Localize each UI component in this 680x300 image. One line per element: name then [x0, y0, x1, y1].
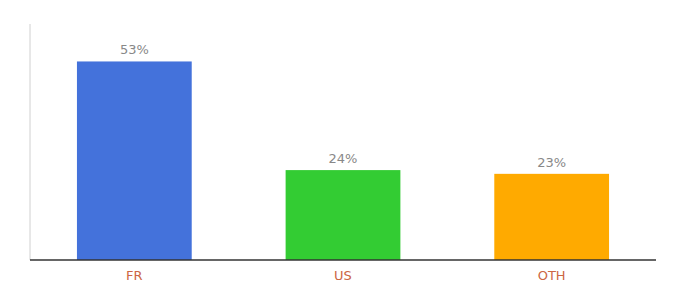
bar: [494, 174, 609, 260]
y-axis-line: [30, 24, 31, 260]
data-label: 53%: [120, 42, 149, 57]
chart-container: FR US OTH 53% 24% 23%: [0, 0, 680, 300]
page: {"chart_data": {"type": "bar", "categori…: [0, 0, 680, 300]
data-label: 23%: [537, 155, 566, 170]
data-label: 24%: [329, 151, 358, 166]
bar: [286, 170, 401, 260]
data-labels: 53% 24% 23%: [120, 42, 566, 169]
x-tick-label: FR: [126, 268, 143, 283]
x-axis-line: [30, 259, 656, 261]
bar: [77, 61, 192, 260]
bars: [77, 61, 609, 260]
chart-svg: FR US OTH 53% 24% 23%: [0, 0, 680, 300]
axes: FR US OTH: [30, 24, 656, 283]
x-tick-label: US: [334, 268, 352, 283]
x-tick-label: OTH: [538, 268, 566, 283]
